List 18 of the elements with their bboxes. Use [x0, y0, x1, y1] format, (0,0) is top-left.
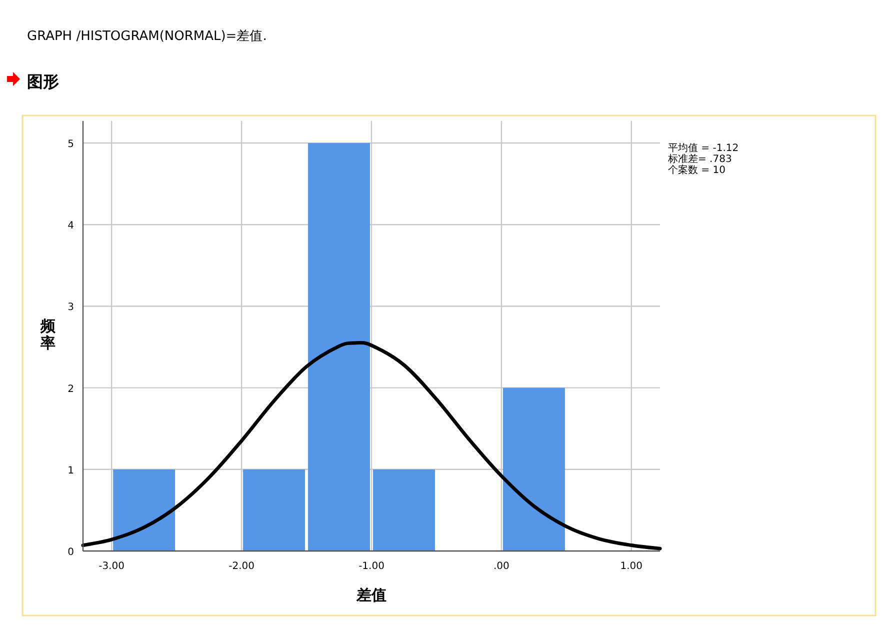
y-axis-title: 频率 [40, 317, 56, 352]
text: 个案数 = 10 [668, 164, 726, 176]
chart-title: 图形 [27, 72, 59, 91]
y-tick-label: 5 [68, 139, 74, 150]
x-tick-label: 1.00 [620, 561, 643, 572]
y-tick-label: 3 [68, 302, 74, 314]
y-tick-label: 4 [68, 220, 74, 232]
text: 标准差= .783 [667, 153, 732, 165]
y-tick-label: 1 [68, 465, 74, 476]
x-tick-label: -2.00 [228, 561, 254, 572]
x-tick-label: -3.00 [98, 561, 125, 572]
text: 平均值 = -1.12 [668, 142, 739, 154]
x-axis-title: 差值 [356, 586, 386, 604]
y-tick-label: 0 [68, 547, 74, 558]
y-tick-label: 2 [68, 384, 74, 395]
text: GRAPH /HISTOGRAM(NORMAL)=差值. [27, 29, 267, 44]
x-tick-label: .00 [494, 561, 510, 572]
x-tick-label: -1.00 [358, 561, 384, 572]
